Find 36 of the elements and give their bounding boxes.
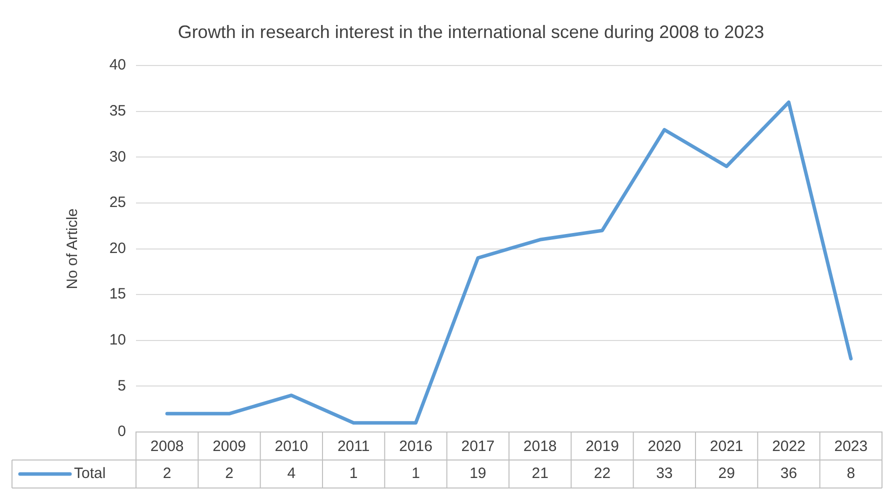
x-tick-label: 2008 <box>150 438 184 456</box>
x-tick-label: 2021 <box>710 438 744 456</box>
x-tick-label: 2023 <box>834 438 868 456</box>
data-label: 4 <box>287 465 296 482</box>
y-tick-label: 15 <box>109 286 126 303</box>
x-tick-label: 2016 <box>399 438 432 456</box>
x-tick-label: 2020 <box>648 438 682 456</box>
y-tick-label: 30 <box>109 148 126 166</box>
y-tick-label: 40 <box>109 56 126 74</box>
data-label: 21 <box>532 465 548 482</box>
data-label: 29 <box>718 465 735 482</box>
data-label: 19 <box>470 465 486 482</box>
data-label: 2 <box>162 465 172 482</box>
x-tick-label: 2009 <box>212 438 246 456</box>
chart-title: Growth in research interest in the international scene during 2008 to 2023 <box>178 22 764 42</box>
x-tick-label: 2011 <box>337 438 370 456</box>
y-tick-label: 35 <box>109 102 126 120</box>
data-label: 1 <box>349 465 358 482</box>
x-tick-label: 2018 <box>523 438 557 456</box>
data-label: 2 <box>225 465 234 482</box>
data-label: 36 <box>780 465 798 482</box>
y-tick-label: 20 <box>109 240 126 257</box>
x-tick-label: 2022 <box>772 438 806 456</box>
y-tick-label: 0 <box>118 423 126 440</box>
x-tick-label: 2017 <box>461 438 495 456</box>
data-label: 1 <box>412 465 420 482</box>
data-label: 22 <box>594 465 611 482</box>
y-tick-label: 10 <box>109 332 126 349</box>
y-tick-label: 25 <box>109 194 126 212</box>
data-label: 8 <box>846 465 856 482</box>
y-tick-label: 5 <box>118 377 126 394</box>
legend-label: Total <box>74 465 106 482</box>
x-tick-label: 2010 <box>274 438 308 456</box>
x-tick-label: 2019 <box>586 438 619 456</box>
y-axis-title: No of Article <box>64 208 82 290</box>
data-label: 33 <box>656 465 673 482</box>
